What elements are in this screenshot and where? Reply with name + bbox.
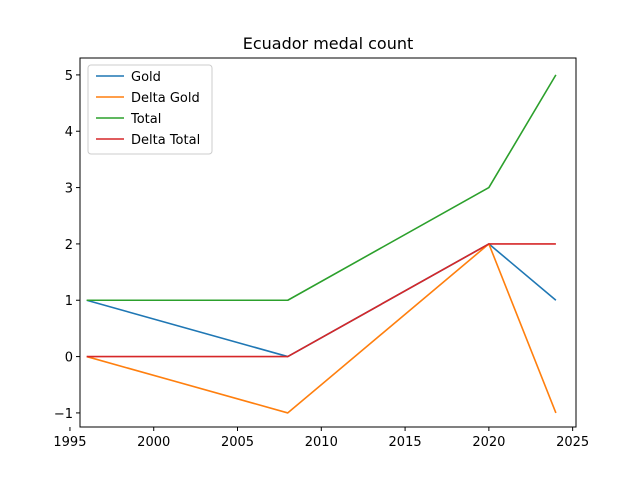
x-tick-label: 2025 bbox=[556, 435, 589, 450]
y-tick-label: 5 bbox=[65, 69, 73, 84]
chart-title: Ecuador medal count bbox=[243, 34, 414, 53]
x-tick-label: 2010 bbox=[305, 435, 338, 450]
x-axis: 1995 2000 2005 2010 2015 2020 2025 bbox=[53, 427, 589, 450]
legend-label-delta-gold: Delta Gold bbox=[131, 91, 200, 106]
x-tick-label: 2015 bbox=[389, 435, 422, 450]
plot-area-frame bbox=[79, 57, 577, 428]
legend-label-delta-total: Delta Total bbox=[131, 133, 200, 148]
y-tick-label: 2 bbox=[65, 238, 73, 253]
x-tick-label: 1995 bbox=[53, 435, 86, 450]
legend: Gold Delta Gold Total Delta Total bbox=[87, 64, 213, 155]
x-tick-label: 2020 bbox=[472, 435, 505, 450]
series-line-delta-total bbox=[86, 243, 556, 358]
y-tick-label: 1 bbox=[65, 294, 73, 309]
x-tick-label: 2005 bbox=[221, 435, 254, 450]
series-lines bbox=[86, 74, 557, 414]
y-tick-label: 3 bbox=[65, 182, 73, 197]
legend-box bbox=[87, 64, 213, 155]
legend-label-total: Total bbox=[130, 112, 161, 127]
y-tick-label: 0 bbox=[65, 351, 73, 366]
legend-label-gold: Gold bbox=[131, 70, 161, 85]
y-axis: −1 0 1 2 3 4 5 bbox=[54, 69, 80, 422]
series-line-total bbox=[86, 74, 557, 302]
series-line-delta-gold bbox=[86, 243, 557, 414]
y-tick-label: 4 bbox=[65, 125, 73, 140]
y-tick-label: −1 bbox=[54, 407, 73, 422]
x-tick-label: 2000 bbox=[137, 435, 170, 450]
